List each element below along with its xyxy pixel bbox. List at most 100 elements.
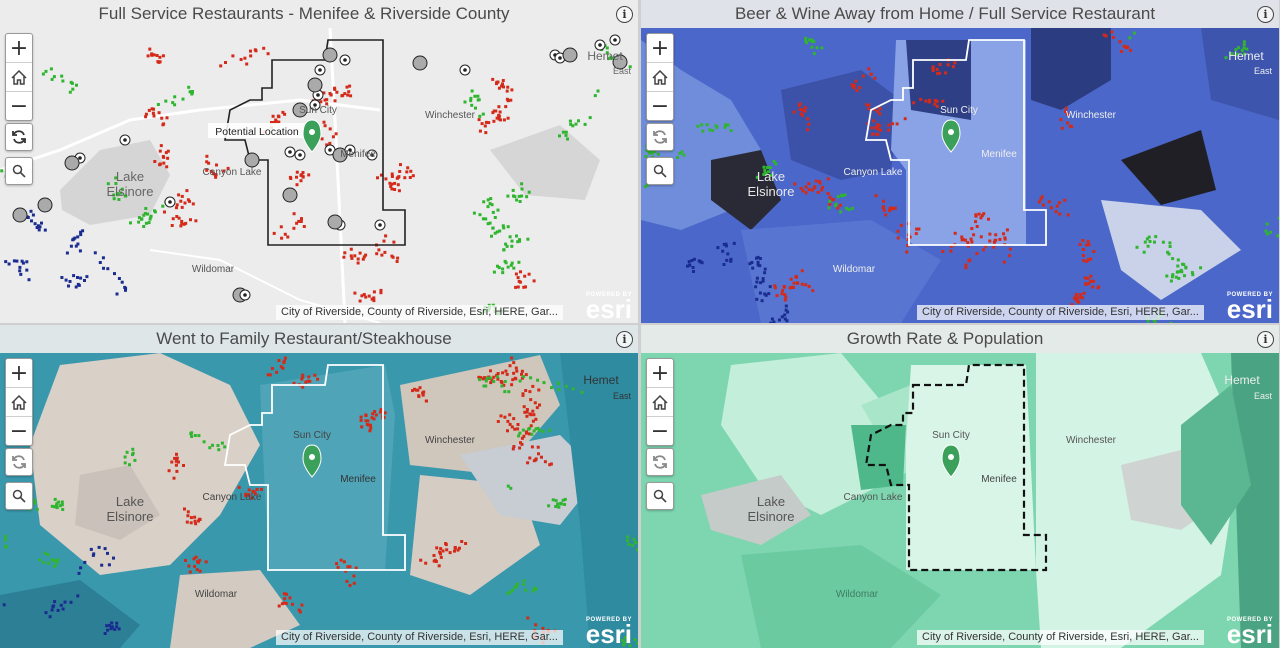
- map-canvas[interactable]: Sun City Menifee Canyon Lake Lake Elsino…: [0, 325, 638, 648]
- point-marker: [1087, 243, 1091, 247]
- point-marker: [807, 284, 811, 288]
- info-icon[interactable]: i: [616, 331, 633, 348]
- refresh-button[interactable]: [5, 448, 33, 476]
- restaurant-marker[interactable]: [307, 77, 323, 93]
- point-marker: [501, 82, 504, 86]
- map-panel-beer-wine[interactable]: Sun City Menifee Canyon Lake Lake Elsino…: [641, 0, 1279, 323]
- point-marker: [538, 429, 542, 432]
- restaurant-marker[interactable]: [282, 187, 298, 203]
- restaurant-marker[interactable]: [37, 197, 53, 213]
- zoom-out-button[interactable]: −: [650, 418, 670, 444]
- point-marker: [998, 237, 1002, 241]
- zoom-in-button[interactable]: +: [6, 34, 32, 63]
- point-marker: [38, 558, 42, 562]
- point-marker: [1191, 273, 1195, 277]
- point-marker: [502, 85, 505, 89]
- esri-logo[interactable]: POWERED BY esri: [585, 292, 632, 323]
- zoom-out-button[interactable]: −: [9, 418, 29, 444]
- search-button[interactable]: [5, 157, 33, 185]
- point-marker: [1240, 48, 1244, 52]
- map-pin-icon[interactable]: [941, 119, 961, 153]
- map-panel-growth-rate[interactable]: Sun City Menifee Canyon Lake Lake Elsino…: [641, 325, 1279, 648]
- point-marker: [503, 390, 507, 394]
- map-panel-family-restaurant[interactable]: Sun City Menifee Canyon Lake Lake Elsino…: [0, 325, 638, 648]
- point-marker: [492, 375, 496, 379]
- point-marker: [55, 506, 59, 510]
- esri-logo[interactable]: POWERED BY esri: [1226, 292, 1273, 323]
- map-canvas[interactable]: Sun City Menifee Canyon Lake Lake Elsino…: [641, 325, 1279, 648]
- map-attribution[interactable]: City of Riverside, County of Riverside, …: [917, 305, 1204, 320]
- point-marker: [328, 141, 332, 145]
- point-marker: [583, 122, 587, 126]
- restaurant-marker[interactable]: [612, 54, 628, 70]
- point-marker: [887, 123, 891, 127]
- point-marker: [76, 242, 80, 246]
- point-marker: [858, 86, 862, 90]
- map-attribution[interactable]: City of Riverside, County of Riverside, …: [917, 630, 1204, 645]
- point-marker: [439, 547, 443, 551]
- search-button[interactable]: [646, 482, 674, 510]
- point-marker: [512, 194, 515, 198]
- esri-logo[interactable]: POWERED BY esri: [1226, 617, 1273, 648]
- map-pin-icon[interactable]: [302, 119, 322, 153]
- point-marker: [492, 109, 496, 113]
- esri-logo[interactable]: POWERED BY esri: [585, 617, 632, 648]
- map-pin-icon[interactable]: [941, 444, 961, 478]
- refresh-button[interactable]: [646, 448, 674, 476]
- zoom-in-button[interactable]: +: [647, 359, 673, 388]
- point-marker: [542, 381, 546, 385]
- map-attribution[interactable]: City of Riverside, County of Riverside, …: [276, 630, 563, 645]
- point-marker: [439, 555, 443, 559]
- point-marker: [158, 55, 162, 59]
- restaurant-marker[interactable]: [12, 207, 28, 223]
- map-attribution[interactable]: City of Riverside, County of Riverside, …: [276, 305, 563, 320]
- restaurant-marker[interactable]: [292, 102, 308, 118]
- point-marker: [1277, 216, 1279, 220]
- point-marker: [772, 320, 776, 323]
- home-button[interactable]: [6, 388, 32, 417]
- home-button[interactable]: [647, 388, 673, 417]
- zoom-out-button[interactable]: −: [650, 93, 670, 119]
- point-marker: [389, 185, 393, 188]
- point-marker: [500, 384, 504, 388]
- point-marker: [928, 99, 932, 103]
- zoom-in-button[interactable]: +: [647, 34, 673, 63]
- point-marker: [12, 259, 16, 263]
- search-button[interactable]: [646, 157, 674, 185]
- map-canvas[interactable]: Sun City Menifee Canyon Lake Lake Elsino…: [641, 0, 1279, 323]
- restaurant-marker[interactable]: [412, 55, 428, 71]
- info-icon[interactable]: i: [616, 6, 633, 23]
- point-marker: [807, 38, 811, 42]
- point-marker: [411, 389, 414, 393]
- map-canvas[interactable]: Sun City Menifee Canyon Lake Lake Elsino…: [0, 0, 638, 323]
- search-button[interactable]: [5, 482, 33, 510]
- refresh-button[interactable]: [5, 123, 33, 151]
- point-marker: [498, 110, 502, 114]
- point-marker: [79, 566, 83, 570]
- point-marker: [867, 103, 871, 107]
- restaurant-marker[interactable]: [322, 47, 338, 63]
- point-marker: [534, 587, 538, 591]
- restaurant-marker[interactable]: [64, 155, 80, 171]
- restaurant-marker[interactable]: [332, 147, 348, 163]
- info-icon[interactable]: i: [1257, 6, 1274, 23]
- map-panel-restaurants[interactable]: Sun City Menifee Canyon Lake Lake Elsino…: [0, 0, 638, 323]
- restaurant-marker[interactable]: [562, 47, 578, 63]
- restaurant-marker[interactable]: [244, 152, 260, 168]
- info-icon[interactable]: i: [1257, 331, 1274, 348]
- zoom-out-button[interactable]: −: [9, 93, 29, 119]
- refresh-button[interactable]: [646, 123, 674, 151]
- zoom-in-button[interactable]: +: [6, 359, 32, 388]
- point-marker: [25, 268, 29, 272]
- point-marker: [113, 627, 117, 631]
- point-marker: [593, 94, 597, 98]
- map-pin-icon[interactable]: [302, 444, 322, 478]
- point-marker: [1143, 240, 1147, 244]
- point-marker: [969, 237, 973, 241]
- point-marker: [1064, 110, 1067, 113]
- home-button[interactable]: [6, 63, 32, 92]
- point-marker: [1166, 250, 1170, 254]
- home-button[interactable]: [647, 63, 673, 92]
- restaurant-marker[interactable]: [327, 214, 343, 230]
- point-marker: [277, 120, 281, 124]
